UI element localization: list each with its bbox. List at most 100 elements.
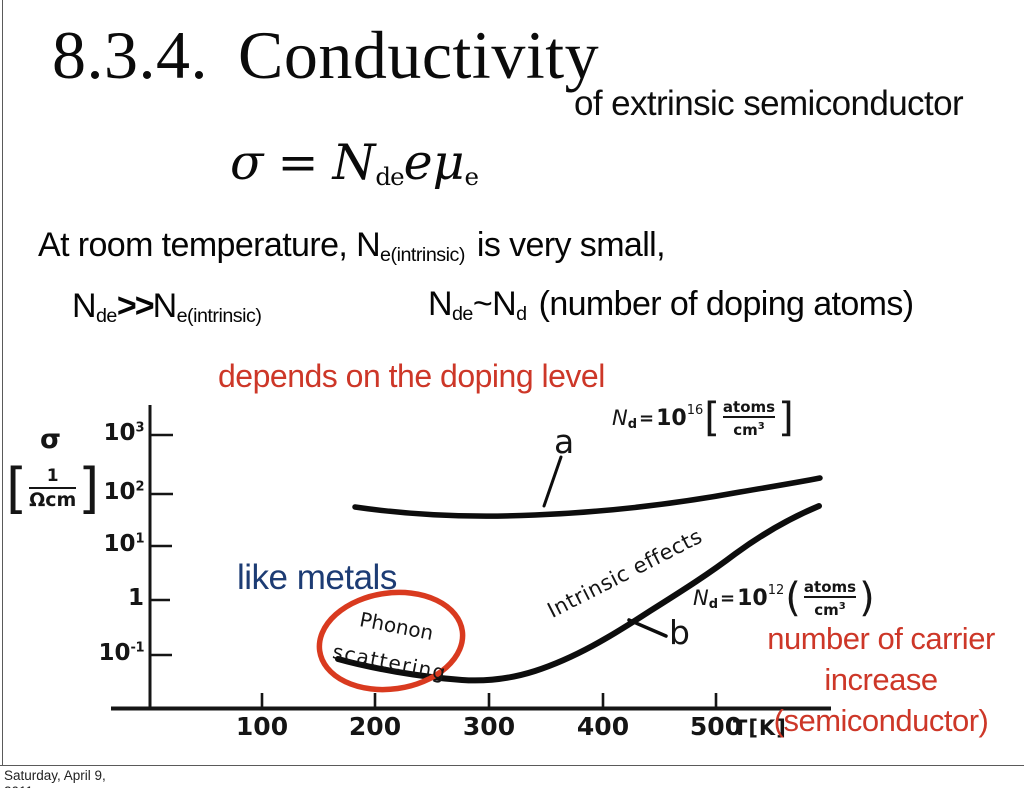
x-tick-100: 100	[235, 712, 289, 741]
nd-base: 10	[656, 405, 687, 431]
unit-fraction: 1 Ωcm	[29, 466, 77, 511]
nd-unit-fraction: atoms cm3	[722, 399, 776, 438]
carrier-line-3: (semiconductor)	[773, 703, 989, 738]
rel1-N1: N	[72, 287, 97, 325]
y-tick-base: 10	[103, 420, 136, 446]
nd-frac-den-text: cm	[733, 420, 758, 439]
x-tick-400: 400	[576, 712, 630, 741]
nd-unit-fraction: atoms cm3	[803, 577, 857, 618]
nd-frac-den: cm3	[814, 599, 846, 618]
curve-a-label: a	[554, 422, 575, 461]
nd-exponent: 16	[686, 402, 704, 418]
nd-open-paren: (	[785, 575, 801, 621]
rel1-operator: >>	[116, 287, 155, 325]
y-axis-sigma-symbol: σ	[40, 424, 62, 455]
eq-N-subscript: de	[375, 161, 404, 191]
rel2-sub2: d	[516, 302, 527, 325]
x-axis-label: T[K]	[733, 716, 787, 740]
y-tick-1e3: 103	[94, 420, 144, 446]
nd-sub: d	[627, 416, 638, 432]
slide-bottom-border	[0, 765, 1024, 766]
eq-sigma: σ	[230, 134, 264, 191]
footer-date-line2: 2011	[4, 784, 106, 788]
fraction-bar	[29, 487, 77, 489]
curve-b-leader-line	[627, 618, 668, 638]
nd-var: N	[612, 406, 628, 430]
nd-base: 10	[737, 585, 768, 611]
nd-frac-den-text: cm	[814, 600, 839, 619]
unit-open-bracket: [	[6, 457, 28, 520]
body-line-1: At room temperature, Ne(intrinsic) is ver…	[38, 226, 666, 266]
y-tick-exp: 1	[135, 531, 144, 547]
fraction-bar	[803, 595, 857, 598]
footer-date: Saturday, April 9, 2011	[4, 768, 106, 788]
y-tick-1: 1	[94, 585, 144, 611]
x-tick-300: 300	[462, 712, 516, 741]
y-tick-1e-1: 10-1	[94, 640, 145, 666]
rel2-N2: N	[492, 285, 517, 323]
conductivity-equation: σ = Ndeeμe	[230, 134, 479, 191]
x-tick-200: 200	[348, 712, 402, 741]
carrier-line-1: number of carrier	[767, 621, 995, 656]
line1-text: At room temperature, N	[38, 226, 381, 264]
y-tick-exp: 2	[135, 479, 144, 495]
nd-frac-den-exp: 3	[838, 600, 846, 612]
line1-subscript: e(intrinsic)	[380, 243, 465, 266]
y-tick-1e1: 101	[94, 531, 144, 557]
nd-equals: =	[639, 407, 655, 429]
y-axis-unit: [ 1 Ωcm ]	[6, 460, 99, 518]
rel2-operator: ~	[472, 285, 493, 323]
annotation-carrier-increase: number of carrier increase (semiconducto…	[742, 618, 1020, 741]
x-tick-500: 500	[689, 712, 743, 741]
carrier-line-2: increase	[824, 662, 938, 697]
eq-equals: =	[277, 134, 319, 191]
nd-frac-den-exp: 3	[757, 420, 765, 432]
nd-frac-den: cm3	[733, 419, 765, 438]
rel2-tail: (number of doping atoms)	[538, 285, 915, 323]
y-tick-exp: -1	[130, 640, 145, 656]
nd-frac-num: atoms	[803, 577, 857, 596]
rel1-sub2: e(intrinsic)	[176, 304, 262, 327]
eq-mu: μ	[432, 134, 465, 191]
x-axis-ticks	[260, 693, 718, 707]
y-tick-base: 1	[127, 585, 144, 611]
rel2-N1: N	[428, 285, 453, 323]
y-tick-exp: 3	[135, 420, 144, 436]
section-number: 8.3.4.	[52, 17, 208, 93]
curve-a-leader-line	[542, 455, 563, 508]
annotation-doping-level: depends on the doping level	[218, 358, 605, 394]
y-tick-base: 10	[98, 640, 131, 666]
slide-title: 8.3.4. Conductivity	[52, 16, 599, 95]
unit-denominator: Ωcm	[29, 489, 77, 511]
curve-a	[352, 475, 823, 519]
nd-close-bracket: ]	[778, 395, 794, 441]
relation-nde-gg-ne: Nde>>Ne(intrinsic)	[72, 287, 262, 327]
y-tick-base: 10	[103, 531, 136, 557]
relation-nde-approx-nd: Nde~Nd (number of doping atoms)	[428, 285, 915, 325]
y-tick-1e2: 102	[94, 479, 144, 505]
y-tick-base: 10	[103, 479, 136, 505]
unit-numerator: 1	[46, 466, 59, 486]
nd-equals: =	[720, 587, 736, 609]
nd-var: N	[693, 586, 709, 610]
fraction-bar	[722, 415, 776, 418]
rel1-sub1: de	[95, 304, 117, 327]
y-axis-ticks	[150, 433, 173, 657]
unit-close-bracket: ]	[78, 457, 100, 520]
nd-close-paren: )	[859, 575, 875, 621]
annotation-like-metals: like metals	[237, 558, 397, 597]
rel2-sub1: de	[451, 302, 473, 325]
line1-tail: is very small,	[476, 226, 666, 264]
rel1-N2: N	[152, 287, 178, 325]
slide-left-border	[2, 0, 3, 766]
nd-exponent: 12	[767, 582, 785, 598]
curve-b-label: b	[669, 613, 690, 652]
phonon-scattering-red-circle	[316, 589, 466, 693]
page-title: Conductivity	[238, 17, 600, 93]
slide-subtitle: of extrinsic semiconductor	[574, 84, 964, 123]
nd-sub: d	[708, 596, 719, 612]
eq-N: N	[332, 134, 376, 191]
